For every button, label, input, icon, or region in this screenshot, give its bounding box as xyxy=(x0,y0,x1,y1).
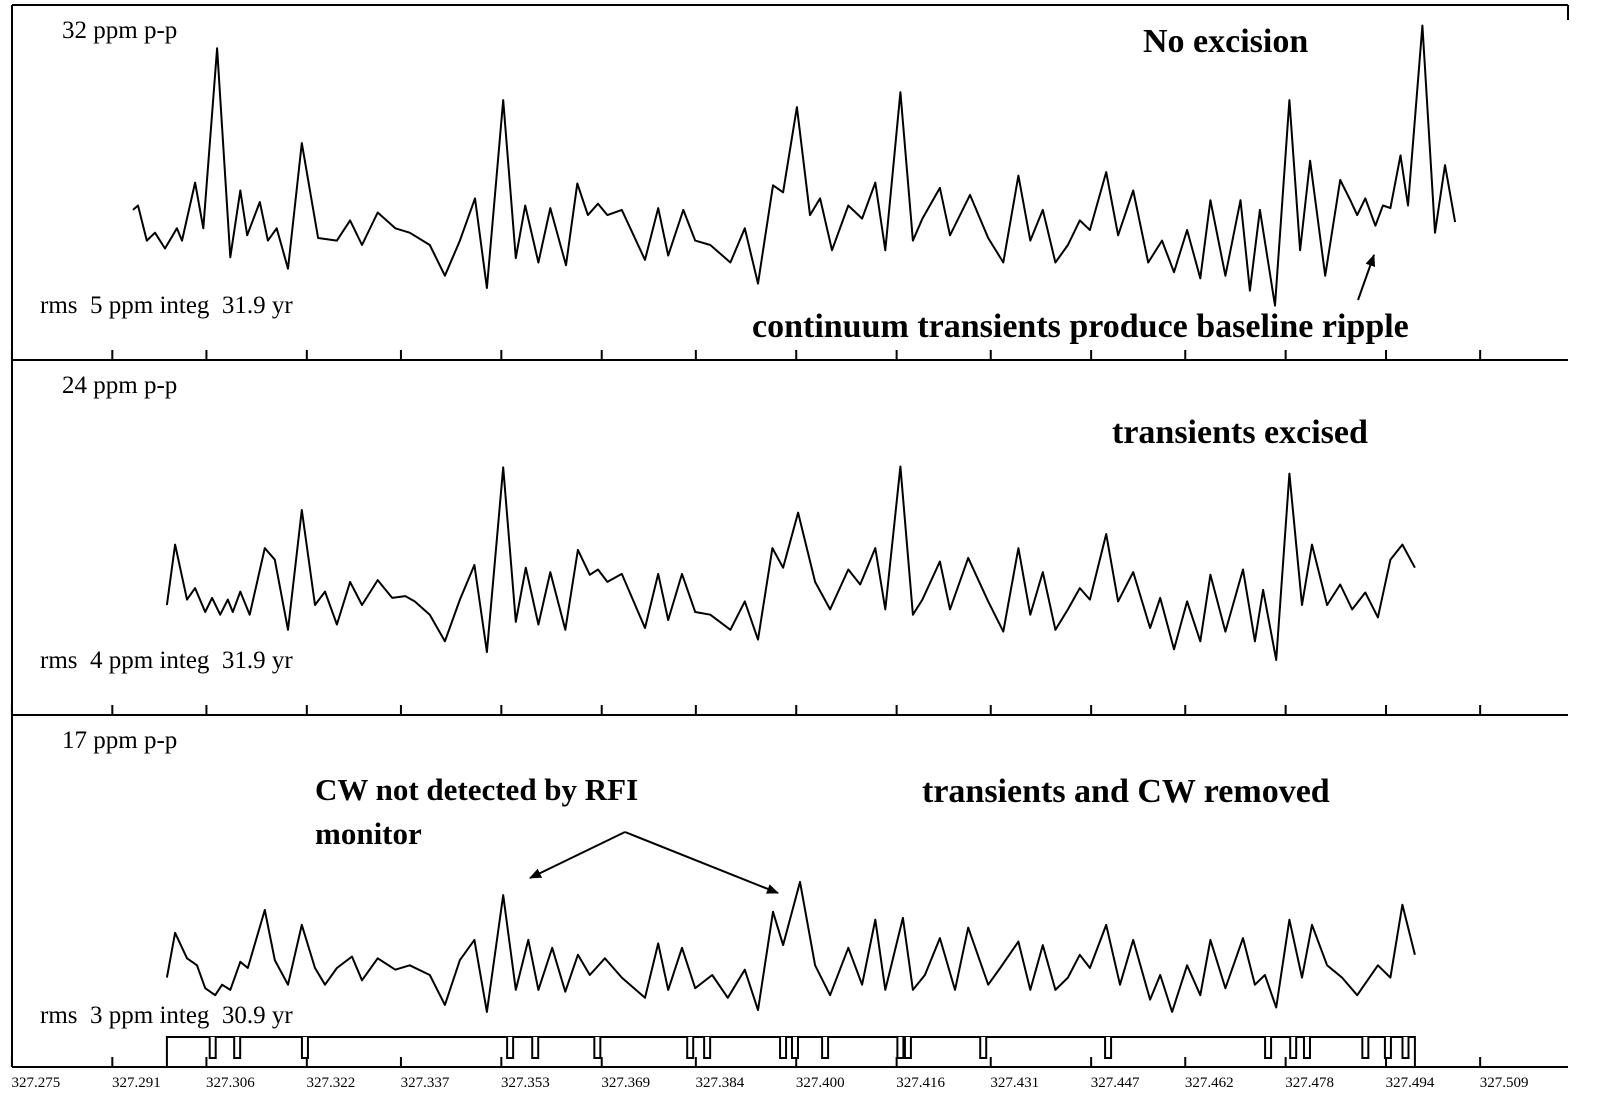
x-tick-label: 327.416 xyxy=(896,1075,945,1091)
annotation-arrow xyxy=(624,831,779,894)
scale-note: 32 ppm p-p xyxy=(62,17,177,44)
x-tick-label: 327.337 xyxy=(401,1075,450,1091)
rfi-flag xyxy=(1361,1037,1370,1059)
x-tick-label: 327.306 xyxy=(206,1075,255,1091)
panel-title: transients and CW removed xyxy=(922,773,1330,810)
rfi-flag xyxy=(506,1037,515,1059)
annotation-arrow xyxy=(1357,254,1376,301)
x-tick-label: 327.384 xyxy=(695,1075,744,1091)
rfi-flag xyxy=(1289,1037,1298,1059)
rfi-mask-baseline xyxy=(165,1036,1416,1067)
rfi-flag xyxy=(208,1037,217,1059)
rfi-flag xyxy=(703,1037,712,1059)
x-tick-label: 327.291 xyxy=(112,1075,161,1091)
rfi-flag xyxy=(903,1037,912,1059)
annotation: continuum transients produce baseline ri… xyxy=(752,308,1409,345)
panel-title: No excision xyxy=(1143,23,1308,60)
x-tick-label: 327.353 xyxy=(501,1075,550,1091)
stats-note: rms 5 ppm integ 31.9 yr xyxy=(40,292,293,319)
scale-note: 17 ppm p-p xyxy=(62,727,177,754)
rfi-flag xyxy=(300,1037,309,1059)
stats-note: rms 3 ppm integ 30.9 yr xyxy=(40,1002,293,1029)
rfi-flag xyxy=(1401,1037,1410,1059)
rfi-flag xyxy=(1383,1037,1392,1059)
rfi-flag xyxy=(686,1037,695,1059)
stats-note: rms 4 ppm integ 31.9 yr xyxy=(40,647,293,674)
panel-title: transients excised xyxy=(1112,414,1368,451)
x-tick-label: 327.322 xyxy=(306,1075,355,1091)
x-tick-label: 327.431 xyxy=(990,1075,1039,1091)
annotation: CW not detected by RFI monitor xyxy=(315,772,639,851)
rfi-flag xyxy=(1104,1037,1113,1059)
x-tick-label: 327.400 xyxy=(796,1075,845,1091)
x-tick-label: 327.509 xyxy=(1480,1075,1529,1091)
annotation-arrow xyxy=(529,831,626,879)
rfi-flag xyxy=(790,1037,799,1059)
rfi-flag xyxy=(896,1037,905,1059)
rfi-flag xyxy=(1302,1037,1311,1059)
x-tick-label: 327.275 xyxy=(12,1075,61,1091)
rfi-flag xyxy=(979,1037,988,1059)
rfi-flag xyxy=(779,1037,788,1059)
rfi-flag xyxy=(1264,1037,1273,1059)
x-tick-label: 327.369 xyxy=(601,1075,650,1091)
rfi-flag xyxy=(593,1037,602,1059)
x-tick-label: 327.478 xyxy=(1285,1075,1334,1091)
scale-note: 24 ppm p-p xyxy=(62,372,177,399)
rfi-flag xyxy=(531,1037,540,1059)
rfi-flag xyxy=(233,1037,242,1059)
x-tick-label: 327.494 xyxy=(1386,1075,1435,1091)
rfi-flag xyxy=(821,1037,830,1059)
spectrum-line xyxy=(165,880,1416,1013)
spectrum-line xyxy=(165,465,1416,661)
spectrum-line xyxy=(132,24,1457,307)
x-tick-label: 327.447 xyxy=(1091,1075,1140,1091)
frame xyxy=(11,4,1569,1068)
x-tick-label: 327.462 xyxy=(1185,1075,1234,1091)
